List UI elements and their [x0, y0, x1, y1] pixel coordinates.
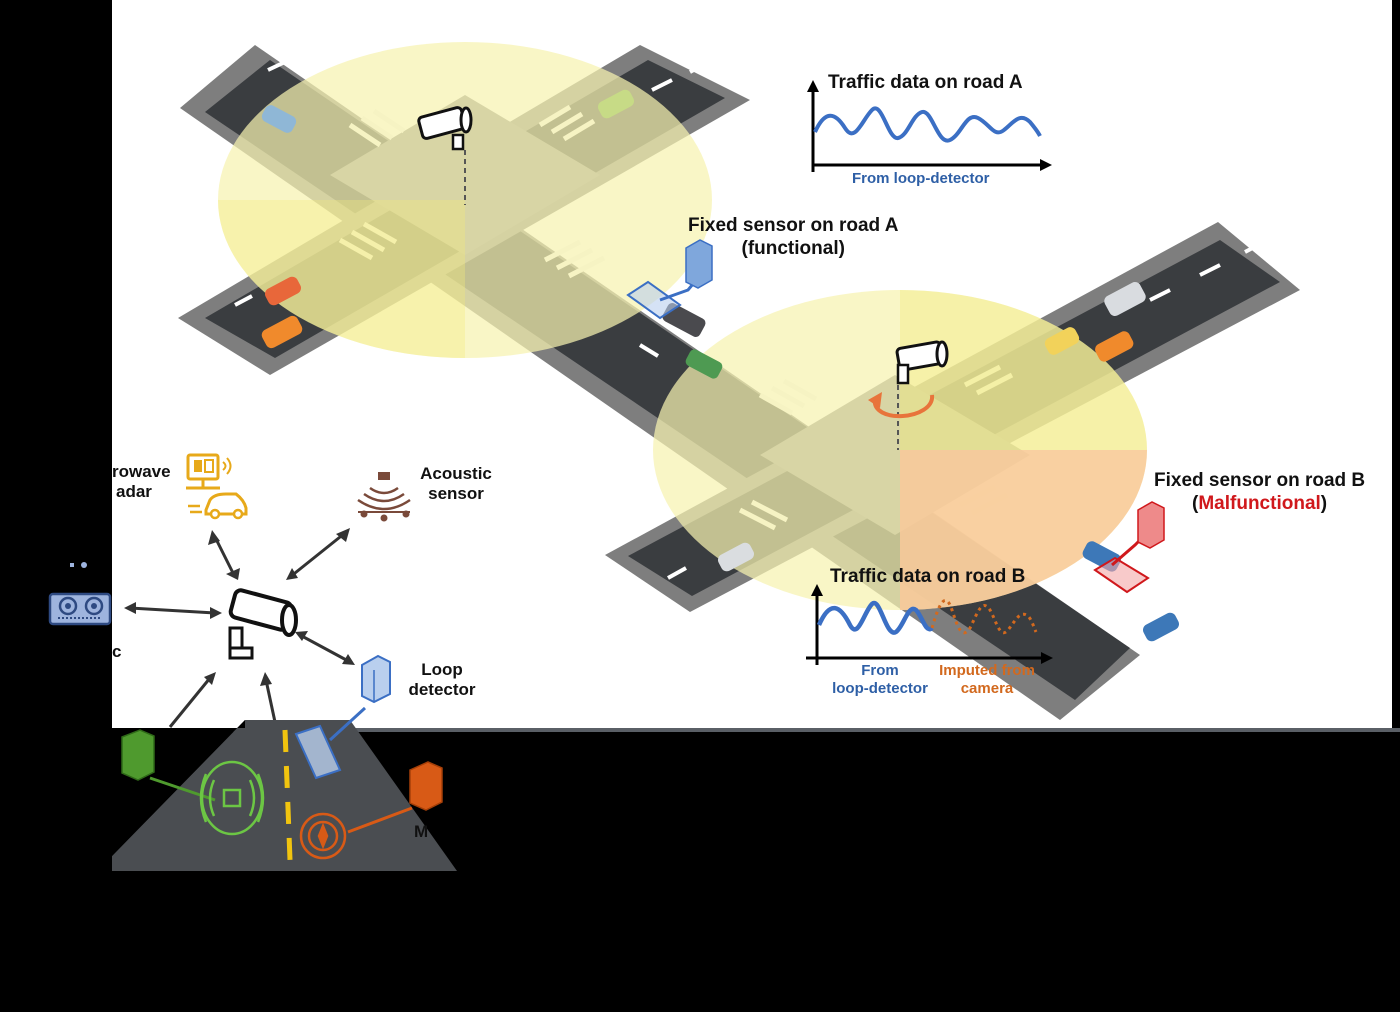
fusion-arrows	[129, 531, 351, 728]
microwave-radar-icon	[186, 453, 248, 520]
traffic-b-imputed-1: Imputed from	[939, 662, 1035, 679]
car-icon	[1044, 327, 1080, 355]
car-icon	[597, 89, 635, 119]
loop-plate-a	[626, 280, 682, 320]
chart-b-imputed-line	[930, 598, 1038, 635]
rotation-arrowhead-icon	[868, 392, 882, 408]
sensor-b-paren-open: (	[1192, 492, 1199, 514]
car-icon	[261, 105, 297, 133]
sensor-b	[1093, 501, 1165, 594]
lane-markings	[234, 60, 1263, 657]
road-loop-wire	[328, 706, 367, 742]
chart-b-y-arrowhead	[811, 584, 823, 596]
camera-zone-1-sector	[218, 200, 465, 358]
sensor-b-status: Malfunctional	[1198, 492, 1321, 514]
camera-zone-2-sector-ne	[900, 290, 1147, 450]
green-sensor-wire	[149, 776, 216, 802]
traffic-b-title: Traffic data on road B	[830, 566, 1026, 587]
loop-detector-label: Loop detector	[404, 660, 480, 701]
loop-detector-box-a	[685, 239, 713, 289]
loop-line2: detector	[408, 680, 476, 700]
microwave-radar-label: rowave adar	[112, 462, 171, 503]
orange-sensor-box	[409, 761, 443, 811]
chart-b-measured-line	[816, 600, 934, 635]
road-center-line	[282, 729, 293, 861]
chart-a-y-arrowhead	[807, 80, 819, 92]
loop-detector-box-b	[1137, 501, 1165, 549]
ultrasonic-label: c	[112, 642, 122, 661]
traffic-a-source: From loop-detector	[852, 170, 990, 187]
camera-icon	[417, 106, 473, 205]
chart-a-x-arrowhead	[1040, 159, 1052, 171]
chart-b-x-arrowhead	[1041, 652, 1053, 664]
microwave-line1: rowave	[112, 462, 171, 481]
compass-icon	[299, 812, 347, 860]
car-icon	[685, 349, 723, 379]
car-icon	[1142, 612, 1180, 642]
road-section	[112, 706, 457, 871]
car-icon	[662, 303, 706, 337]
road-loop-plate	[294, 724, 342, 780]
traffic-b-imputed-label: Imputed from camera	[935, 662, 1039, 698]
acoustic-sensor-label: Acoustic sensor	[416, 464, 496, 505]
car-icon	[264, 276, 302, 306]
magnetic-label: M	[414, 822, 429, 841]
sensor-b-line2: (Malfunctional)	[1154, 493, 1365, 516]
fusion-arrowheads	[124, 528, 355, 686]
fusion-diagram	[48, 453, 457, 871]
traffic-b-from-2: loop-detector	[832, 680, 928, 697]
acoustic-sensor-icon	[357, 472, 411, 522]
rotation-arrow-icon	[872, 394, 934, 419]
traffic-chart-b	[806, 584, 1053, 665]
green-sensor-box	[121, 729, 155, 781]
sensor-b-paren-close: )	[1320, 492, 1328, 514]
car-icon	[1095, 331, 1134, 362]
acoustic-line1: Acoustic	[420, 464, 492, 483]
sensor-b-label: Fixed sensor on road B (Malfunctional)	[1154, 470, 1365, 516]
loop-line1: Loop	[421, 660, 463, 679]
traffic-chart-a	[807, 80, 1052, 172]
loop-detector-icon	[361, 654, 391, 704]
traffic-b-from-1: From	[861, 662, 899, 679]
camera-icon	[895, 340, 949, 450]
ultrasonic-sensor-icon	[48, 562, 112, 626]
traffic-a-title: Traffic data on road A	[828, 72, 1023, 93]
car-icon	[261, 315, 303, 349]
chart-a-series-line	[813, 106, 1042, 143]
acoustic-line2: sensor	[428, 484, 484, 504]
vehicles	[261, 89, 1180, 642]
traffic-b-imputed-2: camera	[960, 680, 1014, 697]
camera-zone-2-sector-warn	[900, 450, 1147, 610]
car-icon	[1104, 282, 1146, 316]
microwave-line2: adar	[116, 482, 152, 502]
orange-sensor-wire	[347, 806, 413, 834]
traffic-b-from-label: From loop-detector	[828, 662, 932, 698]
sensor-a-line1: Fixed sensor on road A	[688, 215, 899, 236]
magnetometer-chip-icon	[199, 760, 265, 836]
sensor-a-line2: (functional)	[741, 237, 845, 259]
sensor-a	[626, 239, 713, 320]
car-icon	[717, 542, 755, 572]
sensor-a-label: Fixed sensor on road A (functional)	[688, 215, 898, 261]
loop-plate-b	[1093, 556, 1150, 594]
road-section-asphalt	[112, 720, 457, 871]
central-camera-icon	[228, 588, 298, 660]
sensor-b-line1: Fixed sensor on road B	[1154, 470, 1366, 491]
canvas-divider	[112, 728, 1400, 732]
